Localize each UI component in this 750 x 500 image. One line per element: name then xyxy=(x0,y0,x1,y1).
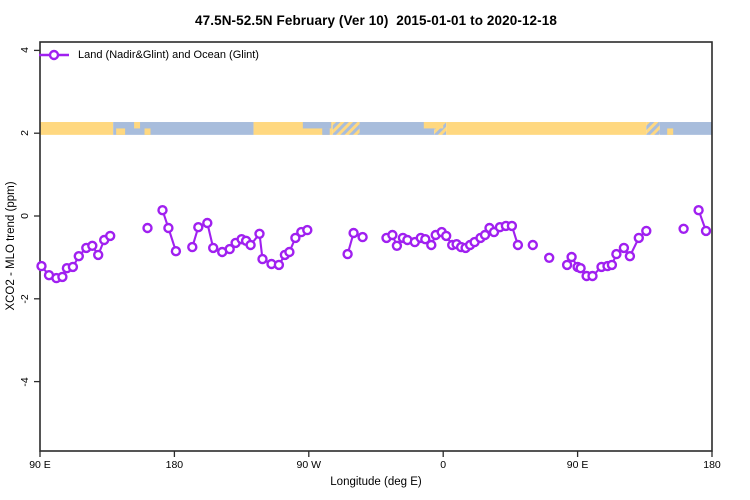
y-tick-label: 0 xyxy=(19,213,31,219)
surface-band-mixed xyxy=(332,122,360,135)
data-point xyxy=(527,239,538,251)
plot-title: 47.5N-52.5N February (Ver 10) 2015-01-01… xyxy=(195,13,557,28)
data-point xyxy=(641,225,652,237)
data-point xyxy=(284,246,295,258)
data-point xyxy=(170,245,182,257)
y-tick-label: 2 xyxy=(19,130,31,137)
data-point xyxy=(193,221,204,233)
data-point xyxy=(387,229,398,241)
data-point xyxy=(700,225,712,237)
data-point xyxy=(207,242,219,254)
surface-band-patch-land xyxy=(134,122,141,129)
x-tick-label: 180 xyxy=(165,459,184,471)
surface-band-patch-land xyxy=(423,122,444,129)
data-point xyxy=(575,263,586,274)
data-point xyxy=(187,241,198,253)
x-axis-label: Longitude (deg E) xyxy=(330,476,422,488)
surface-band-land xyxy=(40,122,114,135)
data-point xyxy=(624,251,636,262)
data-point xyxy=(348,227,359,239)
surface-band-patch-ocean xyxy=(322,128,330,135)
x-tick-label: 90 E xyxy=(566,459,589,471)
data-point xyxy=(202,217,213,229)
data-point xyxy=(224,243,235,255)
data-point xyxy=(693,204,704,216)
data-point xyxy=(606,259,618,271)
surface-band-mixed xyxy=(646,122,660,135)
data-point xyxy=(254,228,265,240)
data-point xyxy=(506,220,518,232)
legend-marker-icon xyxy=(39,49,69,61)
y-tick-label: -4 xyxy=(19,376,31,387)
surface-band-patch-land xyxy=(116,128,126,135)
data-point xyxy=(273,259,285,271)
x-tick-label: 90 E xyxy=(29,459,51,471)
x-tick-label: 90 W xyxy=(296,459,322,471)
data-point xyxy=(302,224,313,236)
legend: Land (Nadir&Glint) and Ocean (Glint) xyxy=(39,47,259,63)
data-point xyxy=(290,232,301,244)
data-point xyxy=(544,252,555,263)
data-point xyxy=(566,251,577,263)
data-point xyxy=(420,233,431,245)
data-point xyxy=(678,223,689,235)
data-point xyxy=(104,230,116,242)
data-point xyxy=(142,222,153,234)
surface-band-ocean xyxy=(359,122,435,135)
data-point xyxy=(561,259,573,271)
y-axis-label: XCO2 - MLO trend (ppm) xyxy=(5,181,17,311)
data-point xyxy=(57,271,68,283)
legend-circle xyxy=(48,49,60,61)
data-point xyxy=(512,239,524,251)
y-tick-label: -2 xyxy=(19,294,31,304)
data-point xyxy=(587,270,598,282)
data-point xyxy=(441,230,452,242)
legend-label: Land (Nadir&Glint) and Ocean (Glint) xyxy=(78,49,259,61)
data-point xyxy=(611,248,622,260)
data-point xyxy=(342,248,353,260)
data-point xyxy=(163,222,174,234)
data-point xyxy=(257,253,268,265)
data-point xyxy=(618,242,630,254)
data-point xyxy=(391,240,403,252)
surface-band-patch-land xyxy=(144,128,151,135)
data-point xyxy=(73,251,85,262)
y-tick-label: 4 xyxy=(19,47,31,54)
surface-band-patch-ocean xyxy=(302,122,332,129)
data-point xyxy=(92,249,104,261)
plot-box xyxy=(39,41,713,452)
data-point xyxy=(157,204,168,216)
data-point xyxy=(357,231,368,243)
data-point xyxy=(245,239,256,251)
data-point xyxy=(479,229,491,241)
data-point xyxy=(633,232,644,244)
x-tick-label: 180 xyxy=(703,459,721,471)
x-tick-label: 0 xyxy=(440,459,447,471)
surface-band-patch-land xyxy=(667,128,674,135)
data-point xyxy=(87,240,98,252)
data-point xyxy=(426,239,437,251)
surface-band-land xyxy=(446,122,647,135)
data-point xyxy=(67,261,79,273)
data-point xyxy=(36,260,47,272)
